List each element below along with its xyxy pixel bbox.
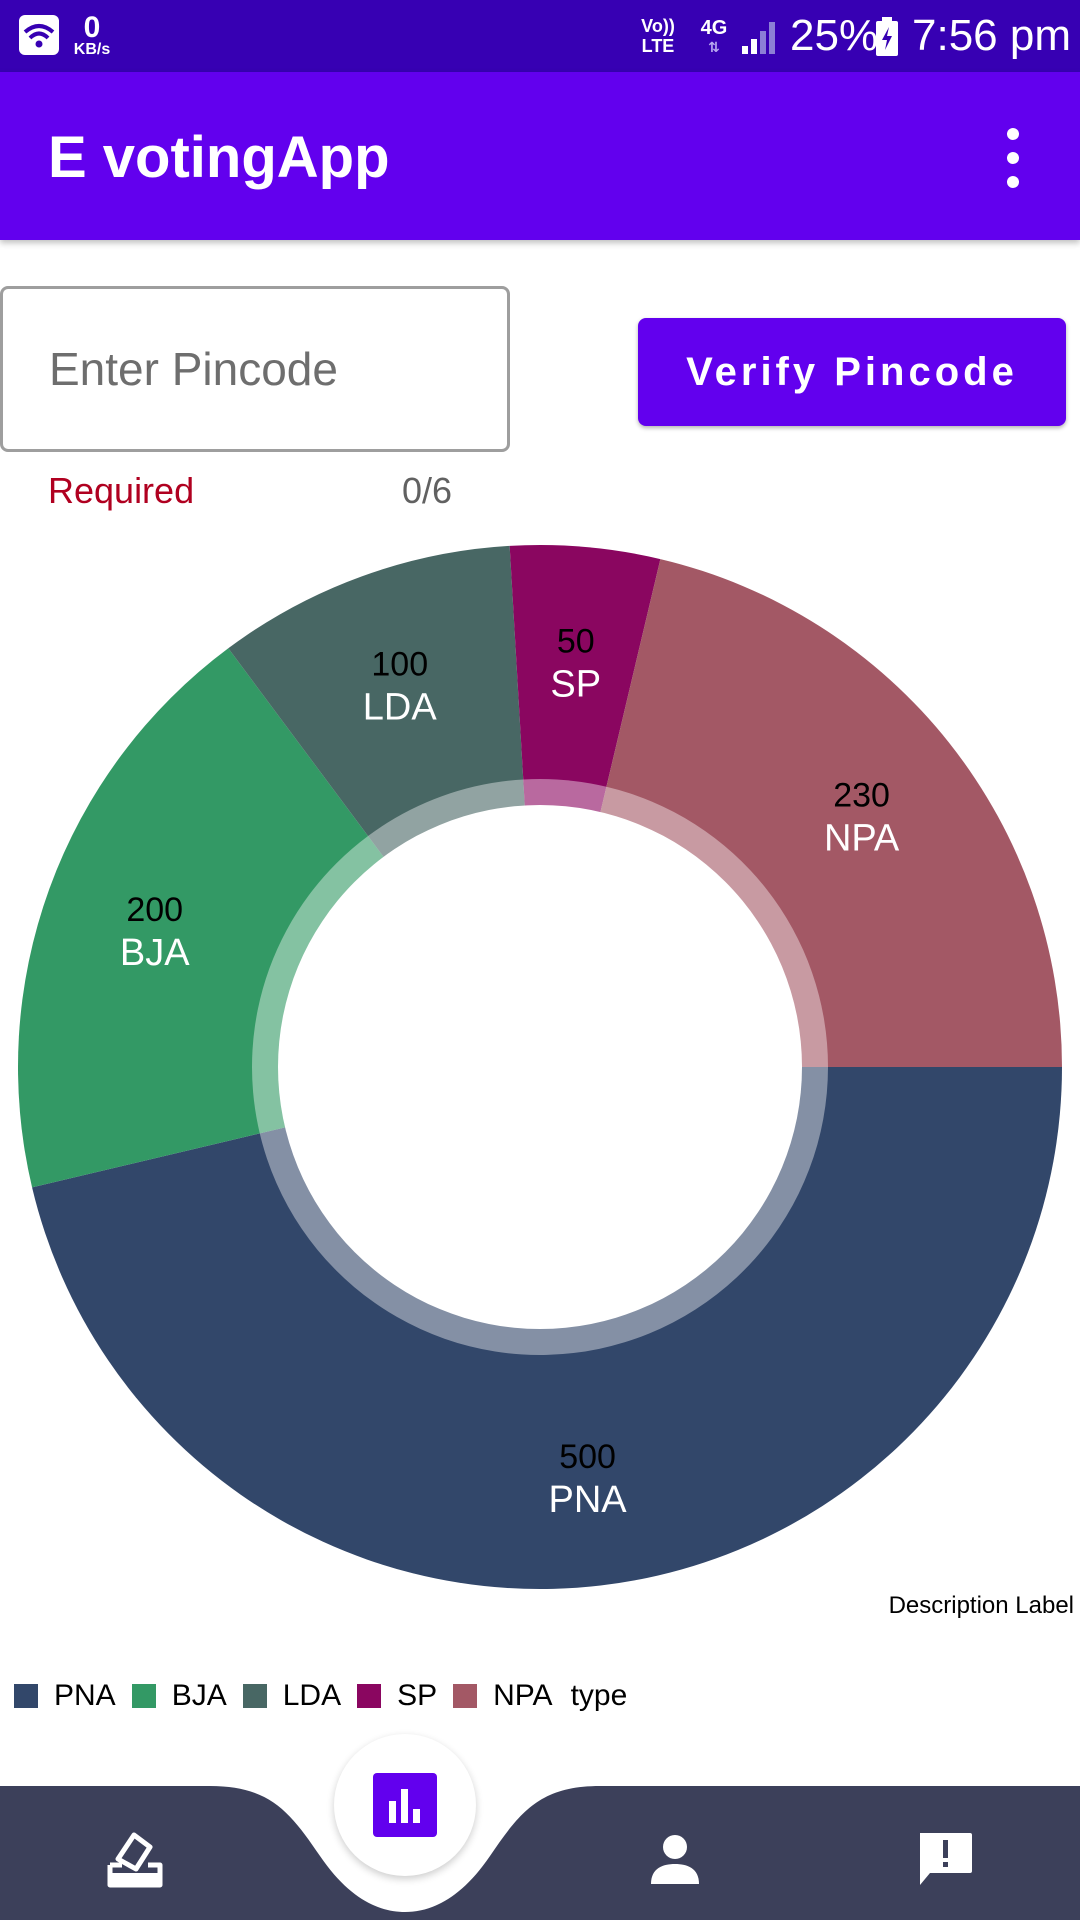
legend-entry-npa: NPA — [453, 1679, 553, 1713]
signal-icon — [740, 18, 780, 56]
pie-slice-sp — [509, 545, 661, 1067]
slice-label-sp: SP — [550, 664, 601, 706]
nav-item-feedback[interactable] — [890, 1803, 1000, 1913]
legend-entry-sp: SP — [357, 1679, 437, 1713]
legend-label: PNA — [54, 1679, 116, 1712]
pie-ring-pna — [259, 1067, 829, 1355]
pie-ring-lda — [368, 779, 540, 1067]
slice-value-npa: 230 — [833, 777, 890, 815]
network-type-label: 4G — [700, 17, 728, 39]
battery-percent: 25% — [790, 11, 879, 60]
network-type: 4G ⇅ — [700, 17, 728, 55]
status-bar: 0 KB/s Vo)) LTE 4G ⇅ 25% 7:56 pm — [0, 0, 1080, 72]
slice-label-lda: LDA — [363, 687, 438, 729]
legend-title: type — [570, 1679, 628, 1712]
person-icon — [651, 1835, 699, 1884]
chart-description-label: Description Label — [888, 1592, 1074, 1619]
legend-swatch — [357, 1684, 382, 1708]
net-speed-unit: KB/s — [73, 41, 111, 58]
more-vert-icon[interactable] — [995, 128, 1031, 188]
pincode-helper-text: Required — [48, 470, 195, 511]
chart-legend: PNA BJA LDA SP NPA type — [14, 1676, 627, 1716]
pincode-input[interactable] — [49, 329, 489, 409]
slice-label-npa: NPA — [824, 818, 900, 860]
slice-value-pna: 500 — [559, 1438, 616, 1476]
legend-entry-lda: LDA — [242, 1679, 342, 1713]
volte-top: Vo)) — [641, 16, 675, 36]
slice-label-bja: BJA — [120, 932, 190, 974]
legend-label: NPA — [493, 1679, 553, 1712]
clock: 7:56 pm — [912, 11, 1071, 60]
legend-swatch — [131, 1684, 156, 1708]
pie-slice-npa — [540, 559, 1062, 1067]
volte-indicator: Vo)) LTE — [636, 14, 680, 58]
slice-value-bja: 200 — [126, 891, 183, 929]
pie-ring-bja — [252, 835, 540, 1134]
pincode-field[interactable] — [0, 286, 510, 452]
legend-swatch — [453, 1684, 478, 1708]
legend-label: SP — [397, 1679, 438, 1712]
pie-ring-npa — [540, 786, 828, 1067]
nav-item-results[interactable] — [334, 1734, 476, 1876]
legend-entry-pna: PNA — [14, 1679, 116, 1713]
pie-slice-pna — [32, 1067, 1063, 1589]
app-title: E votingApp — [48, 125, 390, 190]
legend-label: BJA — [171, 1679, 227, 1712]
pie-slice-bja — [18, 648, 541, 1188]
net-speed: 0 KB/s — [66, 12, 118, 60]
slice-value-sp: 50 — [557, 623, 595, 661]
pie-slice-lda — [228, 545, 541, 1067]
verify-pincode-button[interactable]: Verify Pincode — [638, 318, 1066, 426]
battery-icon — [874, 16, 900, 58]
slice-value-lda: 100 — [371, 646, 428, 684]
legend-entry-bja: BJA — [131, 1679, 227, 1713]
net-speed-value: 0 — [83, 11, 101, 44]
legend-swatch — [242, 1684, 267, 1708]
legend-swatch — [14, 1684, 38, 1708]
vote-icon — [107, 1832, 163, 1888]
nav-item-profile[interactable] — [620, 1803, 730, 1913]
feedback-icon — [920, 1833, 972, 1885]
bar-chart-icon — [373, 1773, 437, 1837]
legend-label: LDA — [282, 1679, 342, 1712]
pie-ring-sp — [523, 779, 607, 1067]
slice-label-pna: PNA — [549, 1479, 628, 1521]
nav-item-vote[interactable] — [80, 1803, 190, 1913]
pincode-char-counter: 0/6 — [402, 470, 453, 511]
wifi-icon — [18, 14, 60, 56]
volte-bottom: LTE — [641, 36, 675, 56]
app-bar: E votingApp — [0, 72, 1080, 240]
